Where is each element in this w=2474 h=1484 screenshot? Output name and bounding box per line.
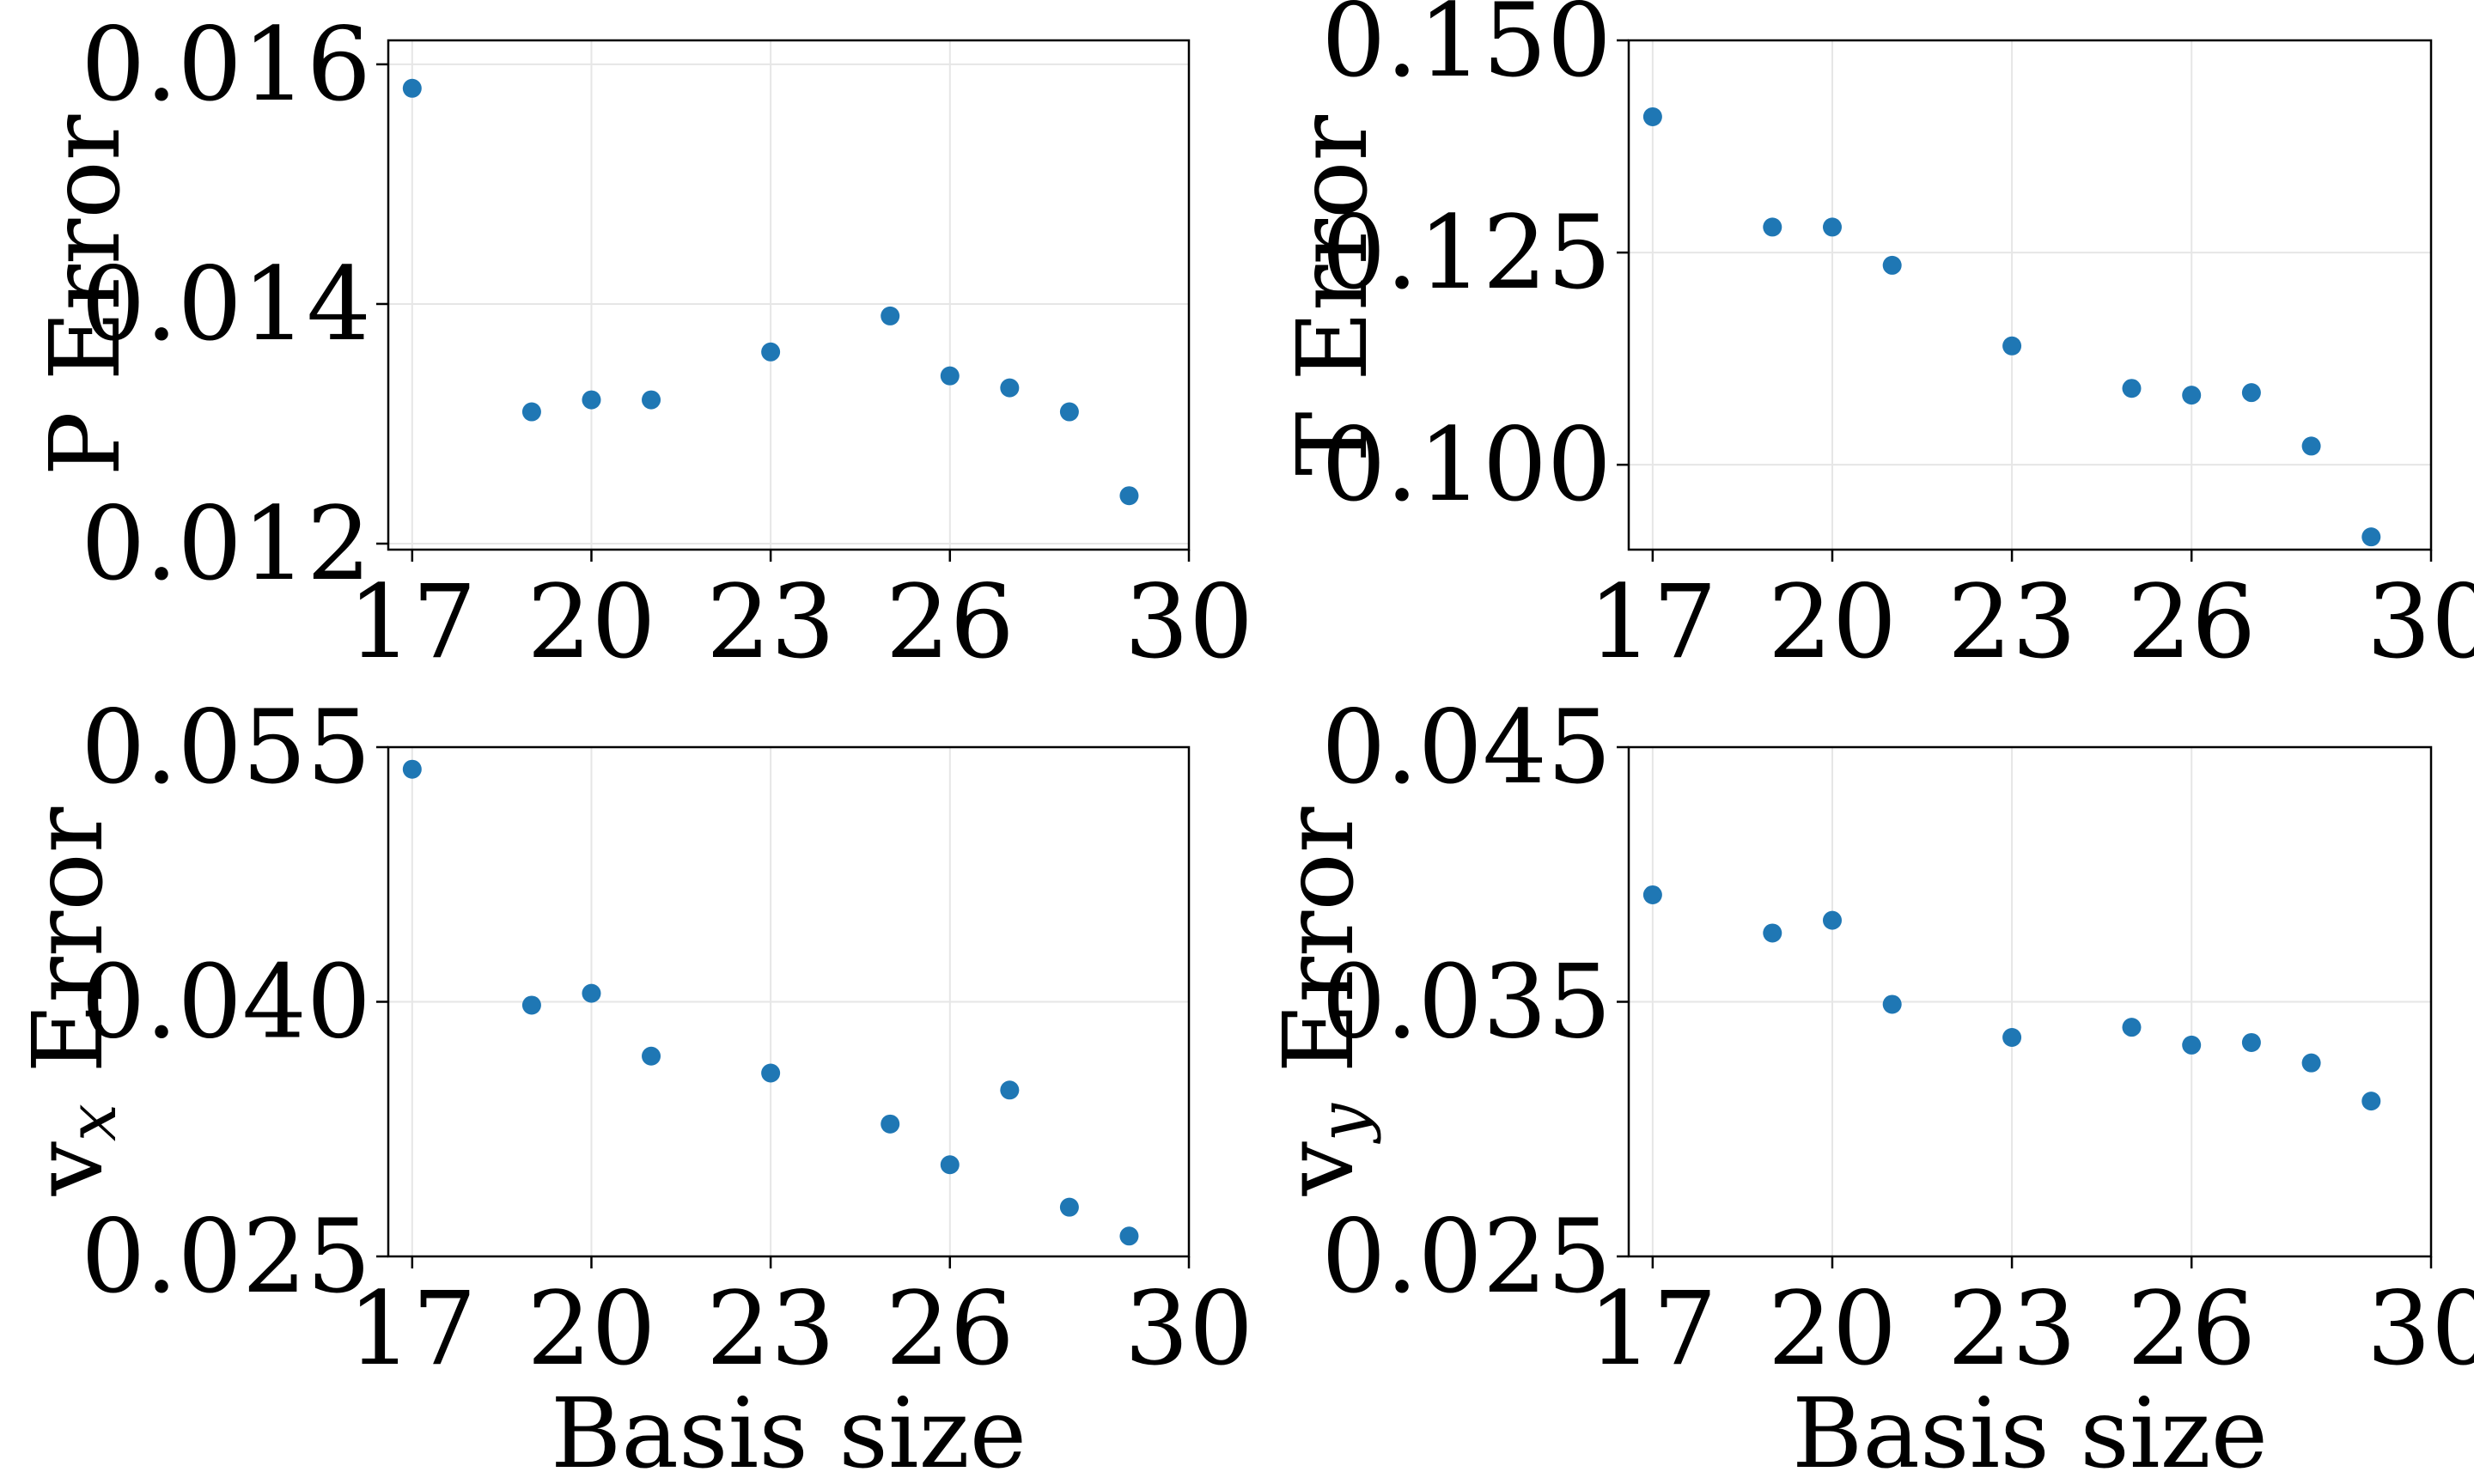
y-axis-label-symbol: v <box>13 1141 125 1196</box>
x-tick-label: 20 <box>1768 1269 1897 1388</box>
x-tick-label: 17 <box>348 563 477 681</box>
y-axis-label: T Error <box>1277 114 1389 476</box>
x-tick-label: 17 <box>348 1269 477 1388</box>
x-tick-label: 17 <box>1588 563 1717 681</box>
y-axis-label-subscript: y <box>1305 1103 1382 1144</box>
x-axis-label: Basis size <box>551 1378 1027 1484</box>
data-point <box>2182 386 2202 405</box>
data-point <box>1763 923 1782 943</box>
x-tick-label: 30 <box>1124 563 1253 681</box>
data-point <box>2182 1035 2202 1055</box>
data-point <box>2301 436 2321 456</box>
x-tick-label: 20 <box>527 1269 655 1388</box>
y-axis-label: vy Error <box>1264 806 1382 1196</box>
y-axis-label-subscript: x <box>54 1104 131 1141</box>
x-tick-label: 30 <box>2367 1269 2474 1388</box>
data-point <box>2301 1053 2321 1073</box>
data-point <box>402 78 422 98</box>
y-tick-label: 0.100 <box>1321 405 1612 524</box>
x-tick-label: 20 <box>527 563 655 681</box>
data-point <box>521 995 541 1015</box>
y-tick-label: 0.150 <box>1321 0 1612 100</box>
y-axis-label: P Error <box>30 114 142 476</box>
data-point <box>2241 383 2261 403</box>
y-tick-label: 0.016 <box>81 5 371 124</box>
data-point <box>1822 217 1842 237</box>
y-axis-label-symbol: v <box>1264 1141 1375 1196</box>
x-tick-label: 23 <box>1947 563 2076 681</box>
x-axis-label: Basis size <box>1792 1378 2268 1484</box>
x-tick-label: 23 <box>1947 1269 2076 1388</box>
y-tick-label: 0.055 <box>81 688 371 806</box>
y-tick-label: 0.014 <box>81 245 371 363</box>
data-point <box>2122 379 2142 398</box>
data-point <box>1822 910 1842 930</box>
data-point <box>521 402 541 422</box>
data-point <box>761 1063 781 1083</box>
data-point <box>582 390 601 410</box>
data-point <box>1119 486 1139 506</box>
axes-frame <box>1627 39 2433 551</box>
x-tick-label: 30 <box>2367 563 2474 681</box>
data-point <box>2361 527 2381 547</box>
x-tick-label: 30 <box>1124 1269 1253 1388</box>
data-point <box>642 1046 661 1066</box>
x-tick-label: 26 <box>2127 563 2256 681</box>
y-tick-label: 0.035 <box>1321 943 1612 1061</box>
y-tick-label: 0.125 <box>1321 193 1612 312</box>
x-tick-label: 20 <box>1768 563 1897 681</box>
data-point <box>2241 1032 2261 1052</box>
data-point <box>940 1155 960 1175</box>
data-point <box>642 390 661 410</box>
x-tick-label: 26 <box>886 1269 1015 1388</box>
data-point <box>1642 885 1662 904</box>
x-tick-label: 26 <box>2127 1269 2256 1388</box>
data-point <box>1763 217 1782 237</box>
y-tick-label: 0.040 <box>81 943 371 1061</box>
data-point <box>2361 1092 2381 1111</box>
data-point <box>582 983 601 1003</box>
data-point <box>881 1114 900 1134</box>
subplot-t-error: 17 20 23 26 30 0.100 0.125 0.150 T Error <box>1277 0 2474 681</box>
y-axis-label-text: Error <box>13 806 125 1104</box>
x-tick-label: 26 <box>886 563 1015 681</box>
y-tick-label: 0.045 <box>1321 688 1612 806</box>
data-point <box>1059 1197 1079 1217</box>
data-point <box>2002 336 2022 356</box>
x-tick-label: 17 <box>1588 1269 1717 1388</box>
data-point <box>940 366 960 386</box>
y-axis-label-text: Error <box>1264 806 1375 1104</box>
data-point <box>1882 255 1902 275</box>
data-point <box>1000 378 1020 398</box>
data-point <box>881 306 900 325</box>
y-axis-label: vx Error <box>13 806 131 1196</box>
data-point <box>1642 106 1662 126</box>
data-point <box>1000 1080 1020 1100</box>
data-point <box>2002 1028 2022 1048</box>
data-point <box>402 759 422 779</box>
data-point <box>1059 402 1079 422</box>
y-tick-label: 0.012 <box>81 484 371 603</box>
axes-frame <box>387 39 1191 551</box>
y-tick-label: 0.025 <box>1321 1197 1612 1316</box>
data-point <box>1119 1226 1139 1246</box>
y-tick-label: 0.025 <box>81 1197 371 1316</box>
data-point <box>2122 1018 2142 1037</box>
data-point <box>1882 994 1902 1014</box>
x-tick-label: 23 <box>706 1269 835 1388</box>
data-point <box>761 342 781 362</box>
x-tick-label: 23 <box>706 563 835 681</box>
